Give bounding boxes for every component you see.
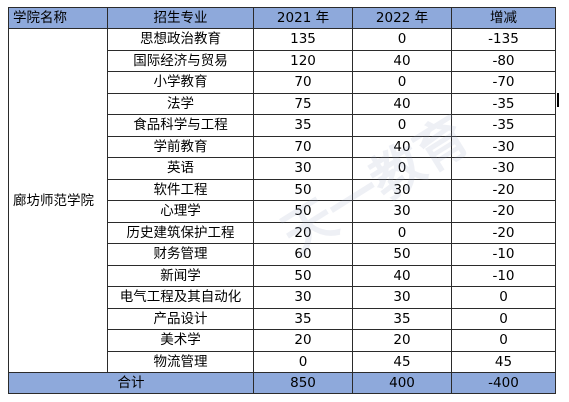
table-row: 物流管理 0 45 45 [9,350,556,373]
enroll-2021-cell: 20 [253,221,353,244]
major-cell: 财务管理 [107,243,254,266]
enroll-2022-cell: 40 [352,92,452,115]
major-cell: 英语 [107,157,254,180]
change-cell: 45 [451,350,556,373]
enroll-2021-cell: 135 [253,28,353,51]
major-cell: 产品设计 [107,307,254,330]
major-cell: 小学教育 [107,71,254,94]
table-row: 软件工程 50 30 -20 [9,178,556,201]
enroll-2021-cell: 50 [253,264,353,287]
cursor-mark [557,93,559,107]
change-cell: -20 [451,221,556,244]
enroll-2022-cell: 0 [352,71,452,94]
enroll-2022-cell: 40 [352,264,452,287]
major-cell: 国际经济与贸易 [107,49,254,72]
enroll-2022-cell: 30 [352,178,452,201]
major-cell: 学前教育 [107,135,254,158]
total-label: 合计 [8,372,254,394]
enroll-2021-cell: 75 [253,92,353,115]
change-cell: -20 [451,200,556,223]
header-major: 招生专业 [107,7,254,29]
enroll-2022-cell: 30 [352,286,452,309]
enroll-2022-cell: 0 [352,28,452,51]
header-school: 学院名称 [8,7,108,29]
enroll-2022-cell: 35 [352,307,452,330]
table-row: 小学教育 70 0 -70 [9,71,556,94]
major-cell: 心理学 [107,200,254,223]
enroll-2022-cell: 0 [352,157,452,180]
table-row: 廊坊师范学院 思想政治教育 135 0 -135 [8,28,556,373]
change-cell: 0 [451,286,556,309]
enroll-2021-cell: 50 [253,178,353,201]
enroll-2022-cell: 40 [352,49,452,72]
enroll-2021-cell: 0 [253,350,353,373]
enroll-2021-cell: 30 [253,157,353,180]
change-cell: -10 [451,264,556,287]
major-cell: 法学 [107,92,254,115]
header-change: 增减 [451,7,556,29]
table-row: 学前教育 70 40 -30 [9,135,556,158]
header-2021: 2021 年 [253,7,353,29]
major-cell: 美术学 [107,329,254,352]
table-row: 历史建筑保护工程 20 0 -20 [9,221,556,244]
enrollment-table-container: 学院名称 招生专业 2021 年 2022 年 增减 廊坊师范学院 思想政治教育 1… [8,7,556,394]
major-cell: 软件工程 [107,178,254,201]
change-cell: -80 [451,49,556,72]
table-row: 英语 30 0 -30 [9,157,556,180]
header-2022: 2022 年 [352,7,452,29]
change-cell: -30 [451,157,556,180]
major-cell: 历史建筑保护工程 [107,221,254,244]
enroll-2021-cell: 50 [253,200,353,223]
total-2021: 850 [253,372,353,394]
major-cell: 食品科学与工程 [107,114,254,137]
table-row: 心理学 50 30 -20 [9,200,556,223]
enroll-2021-cell: 20 [253,329,353,352]
enroll-2021-cell: 120 [253,49,353,72]
change-cell: 0 [451,329,556,352]
change-cell: -10 [451,243,556,266]
enroll-2022-cell: 20 [352,329,452,352]
total-change: -400 [451,372,556,394]
school-name-cell: 廊坊师范学院 [8,28,108,373]
major-cell: 物流管理 [107,350,254,373]
change-cell: -35 [451,114,556,137]
table-row: 法学 75 40 -35 [9,92,556,115]
change-cell: -35 [451,92,556,115]
enroll-2021-cell: 30 [253,286,353,309]
major-cell: 电气工程及其自动化 [107,286,254,309]
enroll-2021-cell: 70 [253,71,353,94]
table-row: 国际经济与贸易 120 40 -80 [9,49,556,72]
header-row: 学院名称 招生专业 2021 年 2022 年 增减 [8,7,556,29]
enroll-2022-cell: 30 [352,200,452,223]
enroll-2021-cell: 35 [253,114,353,137]
enroll-2021-cell: 60 [253,243,353,266]
major-cell: 新闻学 [107,264,254,287]
enroll-2022-cell: 40 [352,135,452,158]
enroll-2022-cell: 50 [352,243,452,266]
enroll-2022-cell: 0 [352,221,452,244]
change-cell: -135 [451,28,556,51]
enroll-2021-cell: 70 [253,135,353,158]
change-cell: -70 [451,71,556,94]
enroll-2021-cell: 35 [253,307,353,330]
enrollment-table: 学院名称 招生专业 2021 年 2022 年 增减 廊坊师范学院 思想政治教育 1… [8,7,556,394]
change-cell: -30 [451,135,556,158]
enroll-2022-cell: 0 [352,114,452,137]
total-2022: 400 [352,372,452,394]
table-row: 产品设计 35 35 0 [9,307,556,330]
change-cell: 0 [451,307,556,330]
table-row: 美术学 20 20 0 [9,329,556,352]
enroll-2022-cell: 45 [352,350,452,373]
change-cell: -20 [451,178,556,201]
major-cell: 思想政治教育 [107,28,254,51]
total-row: 合计 850 400 -400 [8,372,556,394]
